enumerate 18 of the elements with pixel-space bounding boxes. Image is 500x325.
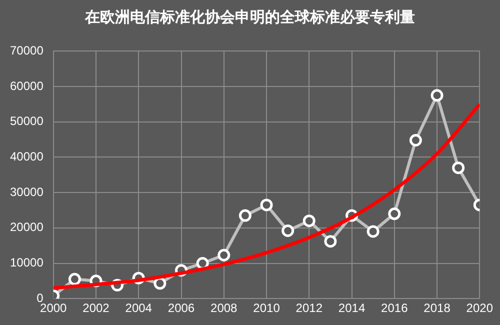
x-tick-label: 2008 — [210, 301, 238, 316]
y-tick-label: 40000 — [10, 150, 44, 164]
x-tick-label: 2016 — [381, 301, 408, 316]
y-tick-label: 20000 — [10, 220, 44, 234]
x-tick-label: 2002 — [82, 301, 110, 316]
y-tick-label: 70000 — [10, 44, 44, 58]
x-tick-label: 2006 — [168, 301, 195, 316]
y-tick-label: 10000 — [10, 256, 44, 270]
x-tick-label: 2018 — [424, 301, 451, 316]
chart-title: 在欧洲电信标准化协会申明的全球标准必要专利量 — [84, 7, 416, 28]
x-tick-label: 2010 — [253, 301, 280, 316]
y-tick-label: 30000 — [10, 184, 44, 199]
x-tick-label: 2012 — [296, 301, 323, 316]
x-tick-label: 2020 — [466, 301, 494, 316]
x-tick-label: 2014 — [338, 301, 366, 316]
x-tick-label: 2004 — [125, 301, 152, 316]
y-tick-label: 60000 — [10, 78, 44, 93]
y-tick-label: 50000 — [10, 114, 44, 128]
